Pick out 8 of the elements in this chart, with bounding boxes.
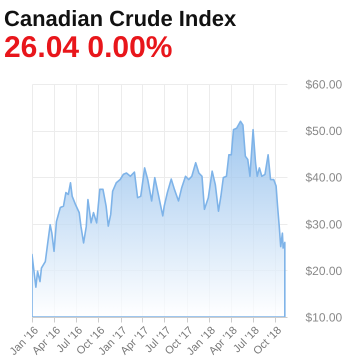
chart-subtitle: 26.04 0.00% [4,31,172,64]
y-tick-label: $30.00 [306,217,343,232]
y-tick-label: $20.00 [306,264,343,278]
y-tick-label: $40.00 [306,170,343,185]
chart-title: Canadian Crude Index [4,6,238,31]
y-tick-label: $50.00 [306,124,343,138]
y-tick-label: $10.00 [306,310,343,324]
y-tick-label: $60.00 [306,78,343,92]
